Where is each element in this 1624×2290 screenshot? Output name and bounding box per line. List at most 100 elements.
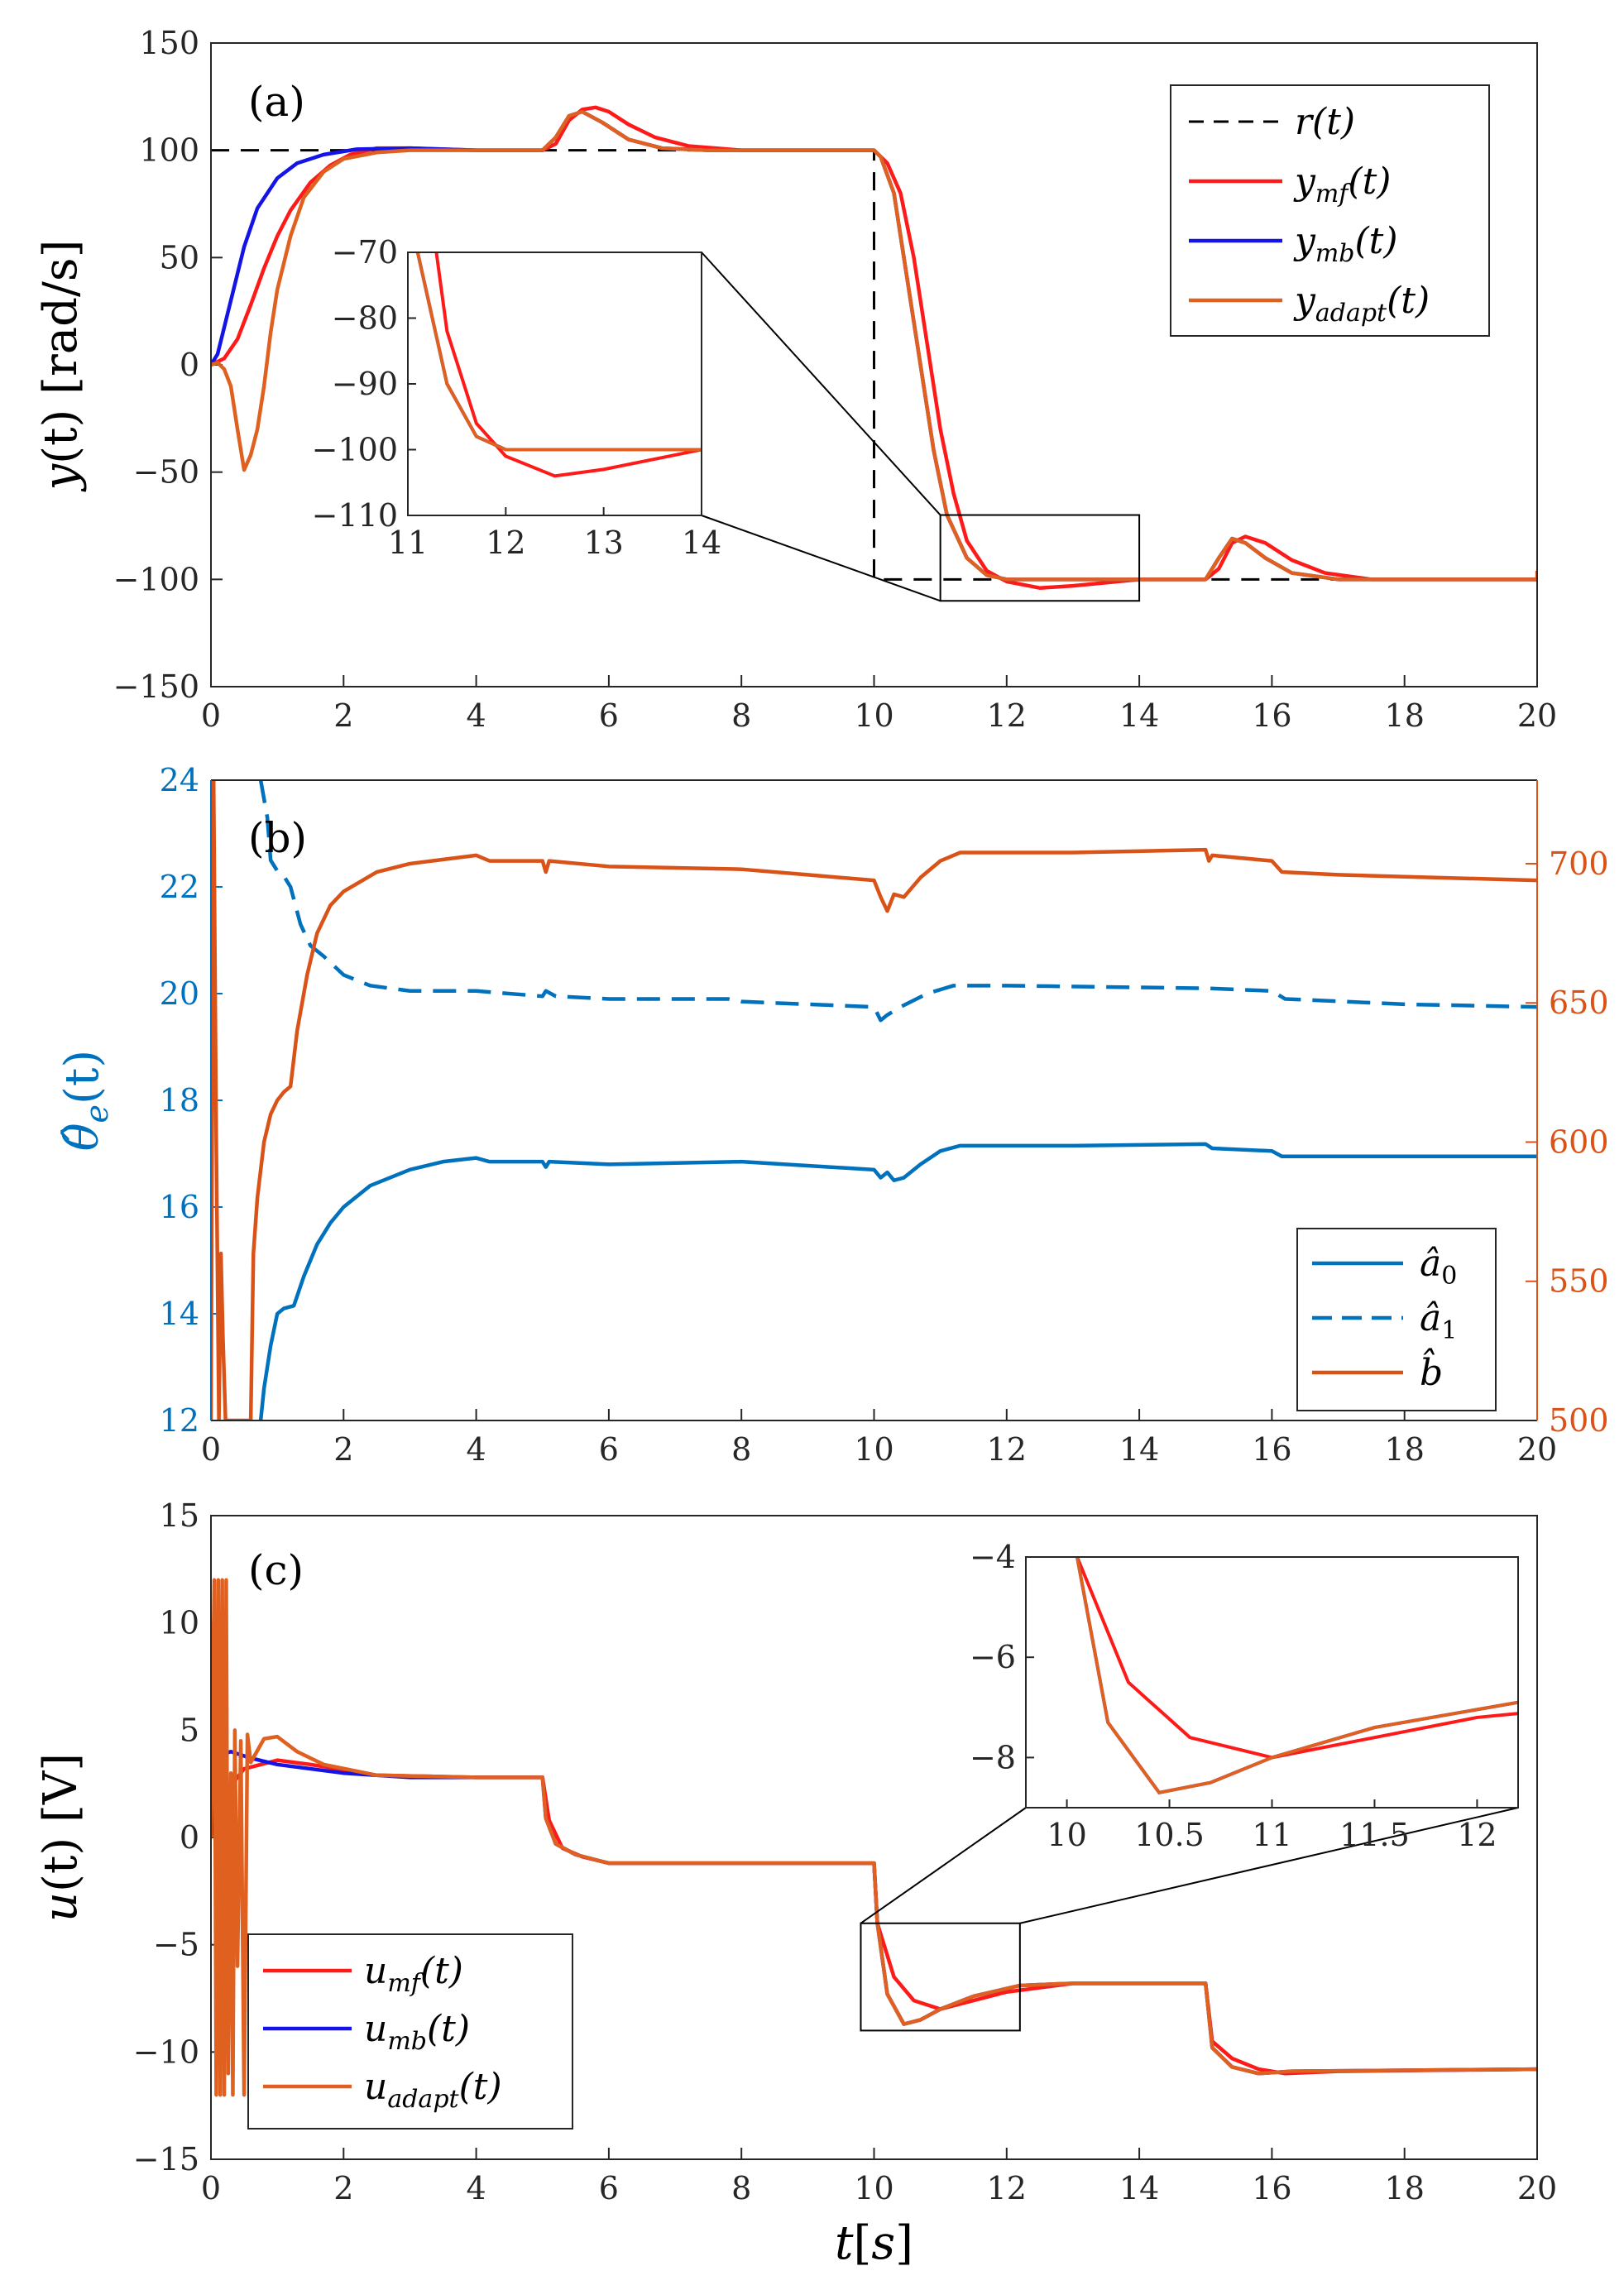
legend-sub: mf	[1315, 180, 1352, 208]
legend-label: r(t)	[1295, 101, 1355, 143]
y-label-arg: (t)	[34, 410, 88, 464]
x-tick-label: 2	[333, 697, 353, 734]
legend: r(t)ymf(t)ymb(t)yadapt(t)	[1170, 84, 1490, 337]
inset-x-tick-label: 11	[1252, 1817, 1291, 1853]
legend-sub: mb	[387, 2027, 427, 2056]
y-tick-label-left: 16	[160, 1189, 199, 1225]
x-tick-label: 16	[1252, 1431, 1291, 1468]
series-group	[211, 780, 1537, 1420]
x-tick-label: 10	[854, 1431, 893, 1468]
x-tick-label: 12	[987, 1431, 1027, 1468]
inset-x-tick-label: 10.5	[1134, 1817, 1205, 1853]
panel-label: (a)	[248, 78, 305, 126]
zoom-box	[860, 1922, 1021, 2032]
legend-sub: adapt	[1315, 299, 1387, 328]
x-tick-label: 2	[333, 1431, 353, 1468]
legend-suffix: (t)	[427, 2008, 470, 2050]
y-axis-label: θ̂e(t)	[55, 1050, 115, 1151]
zoom-connector	[860, 1807, 1027, 1924]
legend-suffix: (t)	[1348, 160, 1391, 203]
legend-sub: mb	[1315, 239, 1355, 268]
legend-suffix: (t)	[1387, 280, 1430, 322]
panel-label: (c)	[248, 1546, 304, 1594]
legend-suffix: (t)	[459, 2066, 502, 2108]
legend-base: u	[364, 2008, 387, 2050]
legend-label: â0	[1420, 1243, 1457, 1291]
x-tick-label: 20	[1517, 1431, 1557, 1468]
y-tick-label: 150	[139, 25, 199, 61]
y-label-var: u	[34, 1892, 88, 1922]
x-tick-label: 4	[467, 1431, 486, 1468]
y-tick-label-right: 500	[1549, 1402, 1609, 1439]
inset-x-tick-label: 12	[1457, 1817, 1497, 1853]
inset-plot-area	[408, 252, 702, 515]
y-tick-label-left: 24	[160, 762, 199, 798]
y-tick-label: 100	[139, 132, 199, 169]
y-tick-label: 5	[180, 1712, 199, 1748]
y-tick-label: −15	[133, 2141, 199, 2177]
x-tick-label: 14	[1119, 697, 1159, 734]
y-tick-label-right: 600	[1549, 1123, 1609, 1160]
zoom-connector	[701, 515, 941, 602]
legend-label: ymf(t)	[1293, 160, 1391, 208]
inset-y-tick-label: −8	[970, 1739, 1016, 1775]
y-axis-label: y(t) [rad/s]	[34, 240, 88, 493]
legend-box	[1170, 84, 1490, 337]
legend-label: b̂	[1420, 1346, 1443, 1394]
series-group	[211, 105, 1537, 590]
legend-suffix: (t)	[420, 1950, 463, 1992]
x-label-unit-letter: s	[871, 2216, 895, 2270]
legend-base: y	[1293, 280, 1316, 322]
legend-label: umf(t)	[364, 1950, 463, 1998]
x-tick-label: 20	[1517, 697, 1557, 734]
series-line	[258, 780, 1537, 1023]
y-label-var: θ̂	[55, 1123, 109, 1151]
inset-y-tick-label: −90	[332, 366, 398, 402]
x-axis-label: t[s]	[835, 2216, 913, 2270]
legend-base: r	[1295, 101, 1315, 143]
x-tick-label: 14	[1119, 1431, 1159, 1468]
legend-base: u	[364, 2066, 387, 2108]
x-tick-label: 6	[599, 2170, 619, 2206]
legend-sub: 1	[1441, 1316, 1457, 1345]
inset-x-tick-label: 11.5	[1339, 1817, 1410, 1853]
x-tick-label: 16	[1252, 697, 1291, 734]
inset-plot-area	[1026, 1557, 1518, 1808]
inset-y-tick-label: −100	[312, 432, 398, 468]
x-tick-label: 8	[731, 697, 751, 734]
y-label-var: y	[34, 462, 88, 492]
inset-y-tick-label: −70	[332, 234, 398, 271]
legend-base: y	[1293, 160, 1316, 203]
y-tick-label: 10	[160, 1605, 199, 1641]
x-tick-label: 18	[1385, 2170, 1425, 2206]
legend-label: â1	[1420, 1297, 1457, 1345]
y-tick-label: 0	[180, 1819, 199, 1856]
x-tick-label: 0	[201, 1431, 221, 1468]
panel-label: (b)	[248, 814, 307, 862]
legend-base: y	[1293, 220, 1316, 262]
inset-x-tick-label: 11	[388, 525, 428, 561]
y-tick-label-right: 550	[1549, 1263, 1609, 1300]
legend-sub: 0	[1441, 1262, 1457, 1291]
x-tick-label: 12	[987, 697, 1027, 734]
y-label-unit: [V]	[34, 1753, 88, 1837]
zoom-box	[939, 514, 1141, 602]
y-tick-label-left: 22	[160, 869, 199, 905]
y-tick-label: −5	[153, 1927, 199, 1963]
inset-x-tick-label: 14	[682, 525, 721, 561]
series-line-yadaptt	[211, 109, 1537, 582]
legend-label: yadapt(t)	[1293, 280, 1430, 328]
y-label-unit: [rad/s]	[34, 240, 88, 410]
y-tick-label: −150	[113, 668, 199, 705]
y-label-sub: e	[79, 1104, 115, 1123]
legend-suffix: (t)	[1355, 220, 1398, 262]
x-tick-label: 4	[467, 2170, 486, 2206]
chart-a: 0 2 4 6 8 10 12 14 16 18 20−150−100−50050100150y(t…	[34, 25, 1557, 734]
axes-box	[210, 1515, 1538, 2160]
x-tick-label: 10	[854, 2170, 893, 2206]
x-tick-label: 2	[333, 2170, 353, 2206]
inset-y-tick-label: −80	[332, 300, 398, 337]
y-axis-label: u(t) [V]	[34, 1753, 88, 1922]
inset-x-tick-label: 13	[583, 525, 623, 561]
